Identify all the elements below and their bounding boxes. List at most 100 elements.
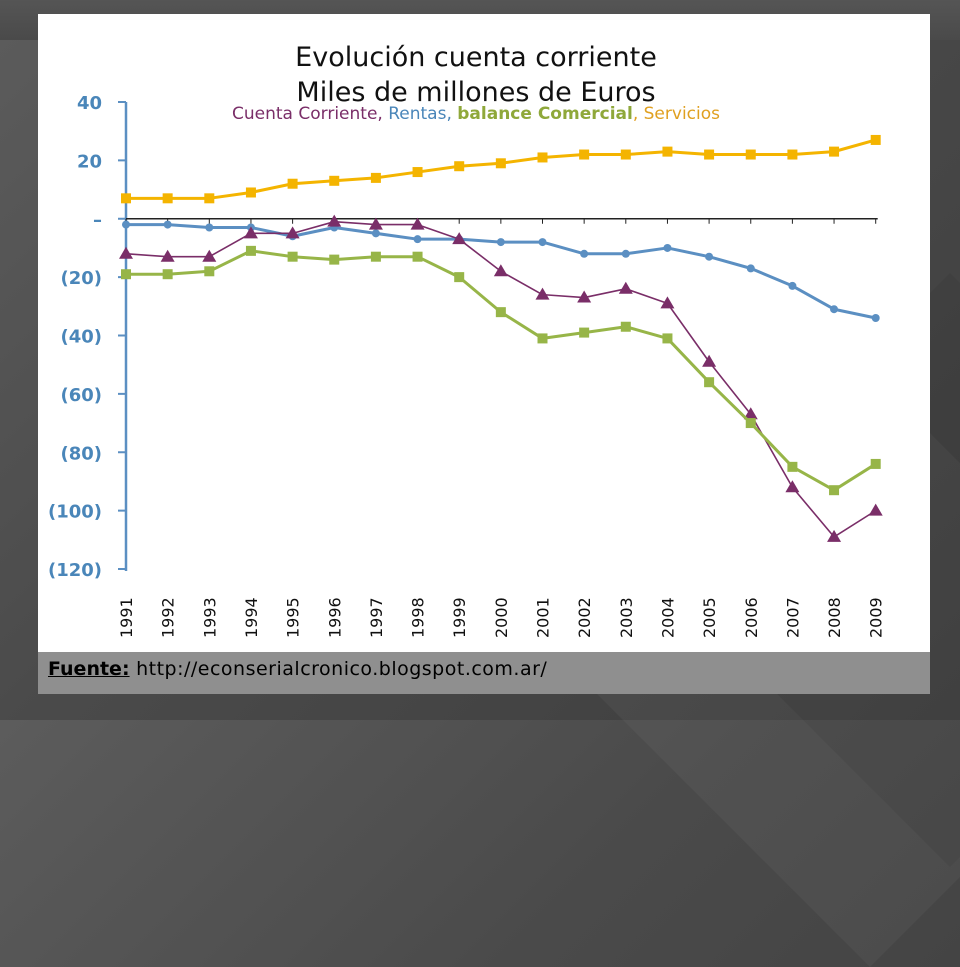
chart-legend: Cuenta Corriente, Rentas, balance Comerc… [232,104,720,124]
chart-title: Evolución cuenta corriente [295,42,657,73]
x-tick-label: 2008 [825,597,844,638]
data-point [243,226,258,239]
data-point [370,251,381,262]
data-point [285,226,300,239]
data-point [410,217,425,230]
data-point [746,264,755,273]
data-point [204,266,215,277]
data-point [329,254,340,265]
data-point [327,214,342,227]
data-point [743,407,758,420]
x-axis: 1991 1992 1993 1994 1995 1996 1997 1998 1999 2000… [117,217,886,638]
data-point [830,305,839,314]
data-point [663,243,672,252]
data-point [579,327,590,338]
data-point [370,172,381,183]
source-label: Fuente: [48,658,130,680]
data-point [204,193,215,204]
data-point [537,333,548,344]
x-tick-label: 2000 [492,597,511,638]
data-point [538,238,547,247]
x-tick-label: 1998 [409,597,428,638]
y-axis: 40 20 – (20) (40) (60) (80) (100) (120) [48,93,128,581]
data-point [662,333,673,344]
data-point [412,167,423,178]
x-tick-label: 2003 [617,597,636,638]
data-point [580,249,589,258]
x-tick-label: 2002 [575,597,594,638]
data-point [205,223,214,232]
y-tick-label: (120) [48,560,102,581]
data-point [454,161,465,172]
data-point [496,238,505,247]
data-point [202,249,217,262]
data-point [371,229,380,238]
series-line [126,249,877,492]
legend-entry: balance Comercial [457,104,633,124]
y-tick-label: – [93,210,102,231]
x-tick-label: 2001 [534,597,553,638]
series-cuenta-corriente [119,214,883,542]
source-link[interactable]: http://econserialcronico.blogspot.com.ar… [129,658,548,680]
series-servicios [121,134,881,204]
data-point [495,158,506,169]
data-point [870,134,881,145]
data-point [827,529,842,542]
data-point [870,458,881,469]
y-tick-label: (40) [60,327,102,348]
data-point [245,187,256,198]
data-point [829,146,840,157]
data-point [287,251,298,262]
data-point [452,232,467,245]
data-point [121,269,131,280]
series-balance-comercial [121,245,881,496]
data-point [121,193,131,204]
data-point [579,149,590,160]
x-tick-label: 1992 [159,597,178,638]
chart-panel: Evolución cuenta corriente Miles de mill… [38,14,930,652]
data-point [122,220,130,229]
x-tick-label: 1993 [200,597,219,638]
source-band [38,652,930,694]
legend-entry: Cuenta Corriente [232,104,377,124]
data-point [868,503,883,516]
y-tick-label: 40 [77,93,102,114]
source-citation: Fuente: http://econserialcronico.blogspo… [48,658,547,680]
data-point [119,246,133,259]
data-point [788,281,797,290]
data-point [329,175,340,186]
x-tick-label: 1997 [367,597,386,638]
data-point [785,480,800,493]
x-tick-label: 1991 [117,597,136,638]
data-point [829,485,840,496]
data-point [413,235,422,244]
data-point [162,193,173,204]
data-point [454,272,465,283]
data-point [704,149,715,160]
data-point [704,377,715,388]
data-point [745,418,756,429]
x-tick-label: 1996 [325,597,344,638]
series-layer [119,134,883,542]
legend-separator: , [377,104,388,124]
x-tick-label: 2007 [783,597,802,638]
line-chart: Evolución cuenta corriente Miles de mill… [48,42,886,638]
data-point [495,307,506,318]
x-tick-label: 1994 [242,597,261,638]
x-tick-label: 2006 [742,597,761,638]
x-tick-label: 1999 [450,597,469,638]
data-point [705,252,714,261]
data-point [702,354,717,367]
chart-subtitle: Miles de millones de Euros [296,77,655,108]
data-point [620,321,631,332]
data-point [660,296,675,309]
y-tick-label: (80) [60,443,102,464]
y-tick-label: 20 [77,151,102,172]
data-point [412,251,423,262]
data-point [535,287,550,300]
y-tick-label: (100) [48,502,102,523]
data-point [577,290,592,303]
data-point [160,249,175,262]
x-tick-label: 2004 [658,597,677,638]
y-tick-label: (60) [60,385,102,406]
